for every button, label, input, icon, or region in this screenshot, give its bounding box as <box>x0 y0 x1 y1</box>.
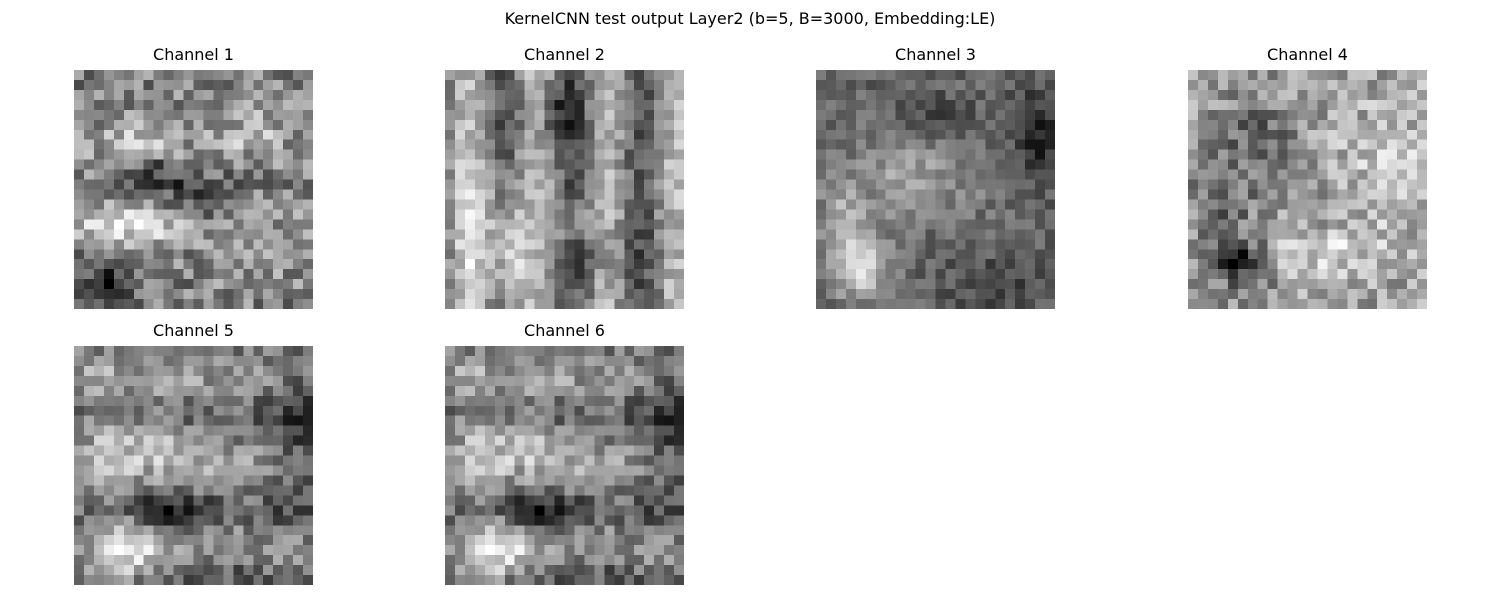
channel-6-panel: Channel 6 <box>445 321 684 585</box>
channel-3-heatmap <box>816 70 1055 309</box>
channel-4-title: Channel 4 <box>1267 45 1348 64</box>
channel-6-heatmap <box>445 346 684 585</box>
channel-1-panel: Channel 1 <box>74 45 313 309</box>
channel-6-title: Channel 6 <box>524 321 605 340</box>
channel-5-title: Channel 5 <box>153 321 234 340</box>
channel-1-heatmap <box>74 70 313 309</box>
channel-4-heatmap <box>1188 70 1427 309</box>
figure-title: KernelCNN test output Layer2 (b=5, B=300… <box>504 9 996 28</box>
channel-3-panel: Channel 3 <box>816 45 1055 309</box>
channel-2-title: Channel 2 <box>524 45 605 64</box>
channel-5-heatmap <box>74 346 313 585</box>
channel-3-title: Channel 3 <box>895 45 976 64</box>
channel-2-panel: Channel 2 <box>445 45 684 309</box>
channel-2-heatmap <box>445 70 684 309</box>
channel-5-panel: Channel 5 <box>74 321 313 585</box>
channel-1-title: Channel 1 <box>153 45 234 64</box>
channel-4-panel: Channel 4 <box>1188 45 1427 309</box>
